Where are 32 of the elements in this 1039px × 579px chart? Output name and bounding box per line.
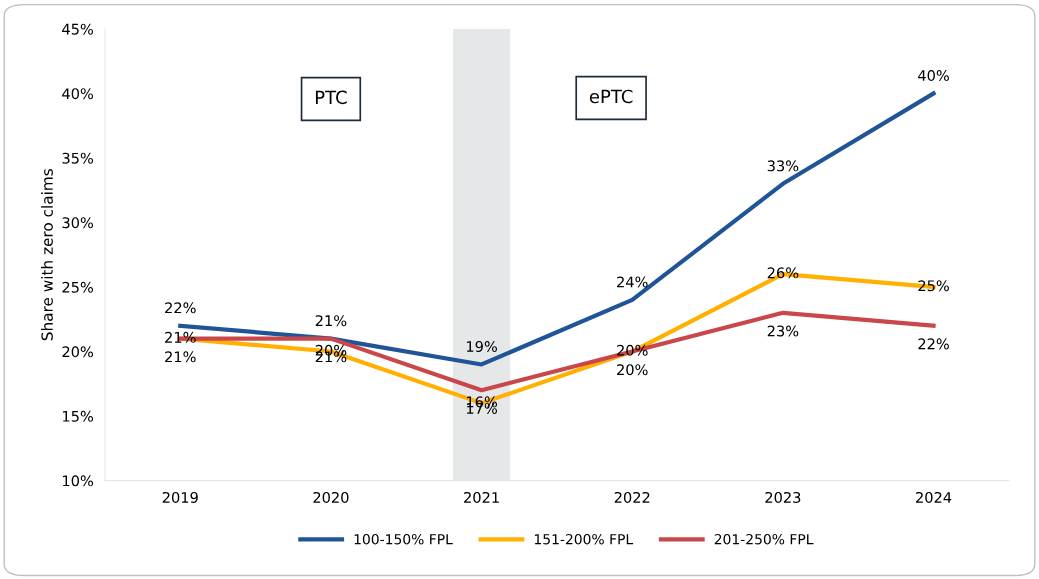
data-label: 25% <box>918 280 949 292</box>
y-tick-label: 15% <box>63 410 94 422</box>
legend-label: 151-200% FPL <box>534 533 634 545</box>
y-tick-label: 45% <box>62 23 94 35</box>
x-tick-label: 2020 <box>313 491 349 503</box>
x-tick-label: 2022 <box>614 491 650 503</box>
data-label: 21% <box>165 351 196 363</box>
data-label: 33% <box>767 160 799 172</box>
x-tick-label: 2024 <box>916 491 952 503</box>
data-label: 22% <box>165 302 196 314</box>
y-tick-label: 25% <box>62 281 94 293</box>
legend-label: 201-250% FPL <box>714 533 814 545</box>
data-label: 24% <box>617 276 648 288</box>
x-tick-label: 2021 <box>464 491 499 503</box>
y-tick-label: 40% <box>62 88 94 100</box>
y-axis-title: Share with zero claims <box>41 169 53 341</box>
data-label: 40% <box>918 70 949 82</box>
annotation: PTC <box>315 90 347 105</box>
x-tick-label: 2019 <box>162 491 198 503</box>
y-tick-label: 20% <box>62 346 94 358</box>
data-label: 20% <box>617 364 648 376</box>
legend-label: 100-150% FPL <box>354 533 453 545</box>
data-label: 21% <box>165 331 196 343</box>
y-tick-label: 35% <box>62 152 94 164</box>
data-label: 23% <box>767 325 799 337</box>
annotation: ePTC <box>589 89 633 104</box>
data-label: 22% <box>918 338 949 350</box>
y-tick-label: 10% <box>63 475 94 487</box>
y-tick-label: 30% <box>62 217 94 229</box>
x-tick-label: 2023 <box>765 491 801 503</box>
data-label: 21% <box>315 315 347 327</box>
data-label: 19% <box>466 340 497 352</box>
